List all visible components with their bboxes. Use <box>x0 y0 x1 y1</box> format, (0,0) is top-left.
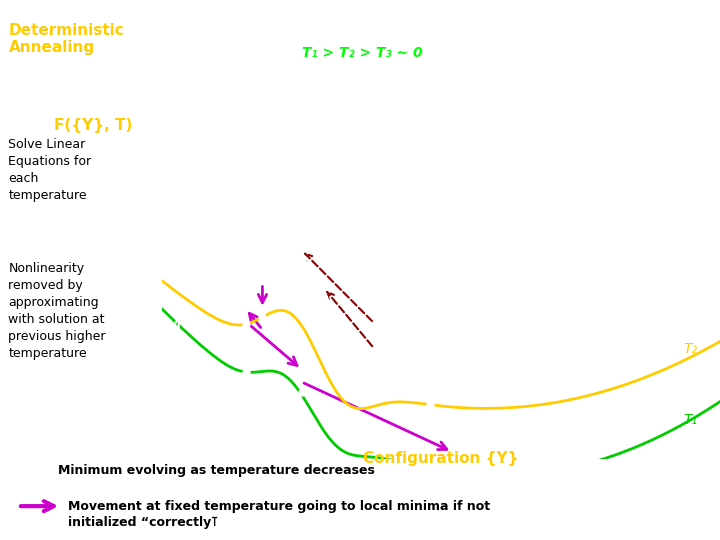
Text: Movement at fixed temperature going to local minima if not
initialized “correctl: Movement at fixed temperature going to l… <box>68 500 490 529</box>
Text: Minimum evolving as temperature decreases: Minimum evolving as temperature decrease… <box>58 464 374 477</box>
Text: T₃: T₃ <box>683 269 698 283</box>
Text: T₁ > T₂ > T₃ ~ 0: T₁ > T₂ > T₃ ~ 0 <box>302 46 422 60</box>
Text: Configuration {Y}: Configuration {Y} <box>364 451 518 467</box>
Text: Nonlinearity
removed by
approximating
with solution at
previous higher
temperatu: Nonlinearity removed by approximating wi… <box>9 261 106 360</box>
Text: global minima: global minima <box>525 440 624 453</box>
Text: F({Y}, T): F({Y}, T) <box>55 118 132 133</box>
Text: T₂: T₂ <box>683 342 698 356</box>
Text: Deterministic
Annealing: Deterministic Annealing <box>9 23 125 56</box>
Text: local minima: local minima <box>413 187 502 200</box>
Text: initial guess: initial guess <box>190 442 276 455</box>
Text: T₁: T₁ <box>683 413 698 427</box>
Text: Solve Linear
Equations for
each
temperature: Solve Linear Equations for each temperat… <box>9 138 91 202</box>
